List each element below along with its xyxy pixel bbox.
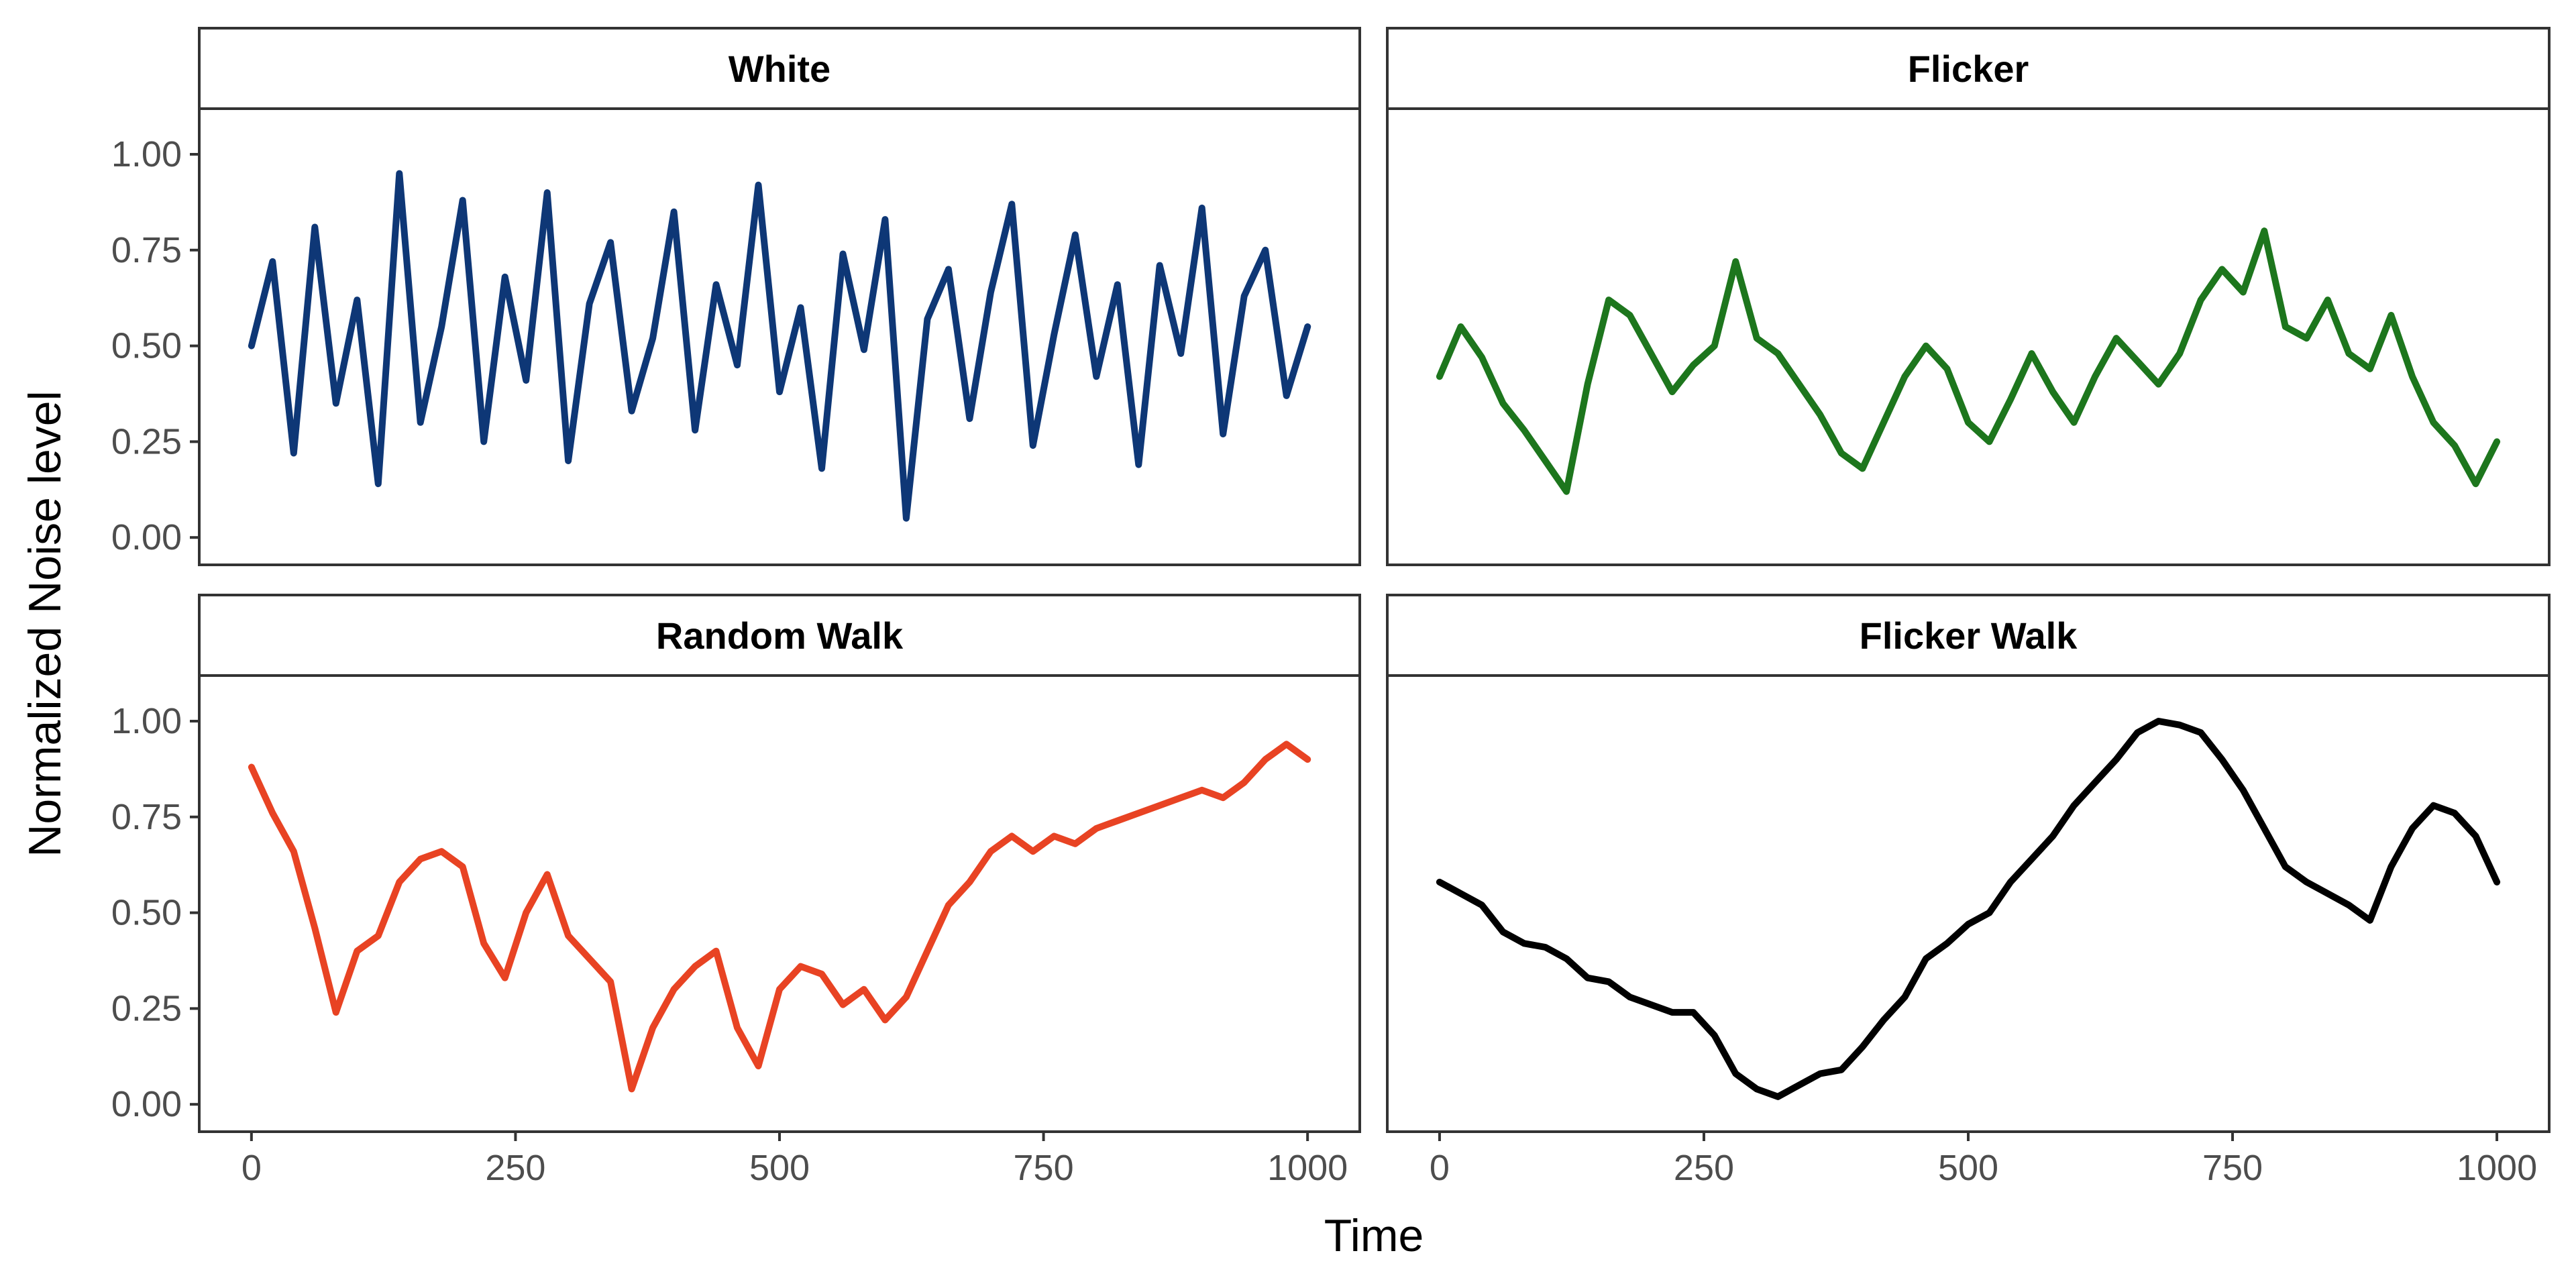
x-tick-label: 750 — [2202, 1148, 2263, 1188]
y-tick-label: 0.25 — [111, 421, 182, 462]
facet-panels: White 0.00 0.25 0.50 0.75 1.00 Flicker Random W… — [111, 27, 2551, 1188]
strip-white — [198, 27, 1361, 110]
series-line-random-walk — [248, 741, 1311, 1093]
x-tick-label: 750 — [1014, 1148, 1074, 1188]
y-tick-label: 0.00 — [111, 517, 182, 557]
panel-random-walk: Random Walk 0.00 0.25 0.50 0.75 1.00 0 250 500 75… — [111, 594, 1361, 1188]
x-tick-label: 0 — [1430, 1148, 1450, 1188]
series-line-flicker-walk — [1436, 718, 2501, 1100]
x-tick-label: 0 — [241, 1148, 262, 1188]
strip-random-walk — [198, 594, 1361, 677]
y-tick-label: 1.00 — [111, 701, 182, 741]
y-tick-label: 1.00 — [111, 134, 182, 174]
y-tick-label: 0.00 — [111, 1084, 182, 1124]
panel-flicker-walk: Flicker Walk 0 250 500 750 1000 — [1386, 594, 2551, 1188]
strip-title-random-walk: Random Walk — [656, 614, 904, 657]
panel-border-white — [198, 107, 1361, 566]
series-line-flicker — [1436, 227, 2501, 495]
strip-title-white: White — [729, 48, 830, 90]
y-tick-label: 0.50 — [111, 893, 182, 933]
x-tick-label: 250 — [485, 1148, 545, 1188]
strip-title-flicker-walk: Flicker Walk — [1860, 614, 2078, 657]
x-axis-title: Time — [1324, 1210, 1424, 1261]
x-tick-label: 500 — [749, 1148, 810, 1188]
strip-title-flicker: Flicker — [1908, 48, 2029, 90]
strip-flicker-walk — [1386, 594, 2551, 677]
panel-white: White 0.00 0.25 0.50 0.75 1.00 — [111, 27, 1361, 566]
x-tick-label: 1000 — [2457, 1148, 2537, 1188]
y-tick-label: 0.50 — [111, 326, 182, 366]
x-tick-label: 500 — [1938, 1148, 1998, 1188]
series-line-white — [248, 170, 1311, 522]
panel-border-flicker — [1386, 107, 2551, 566]
y-tick-label: 0.25 — [111, 988, 182, 1028]
y-tick-label: 0.75 — [111, 797, 182, 837]
x-tick-label: 1000 — [1267, 1148, 1348, 1188]
y-axis-title: Normalized Noise level — [19, 390, 70, 857]
panel-flicker: Flicker — [1386, 27, 2551, 566]
x-tick-label: 250 — [1674, 1148, 1734, 1188]
strip-flicker — [1386, 27, 2551, 110]
y-tick-label: 0.75 — [111, 230, 182, 270]
